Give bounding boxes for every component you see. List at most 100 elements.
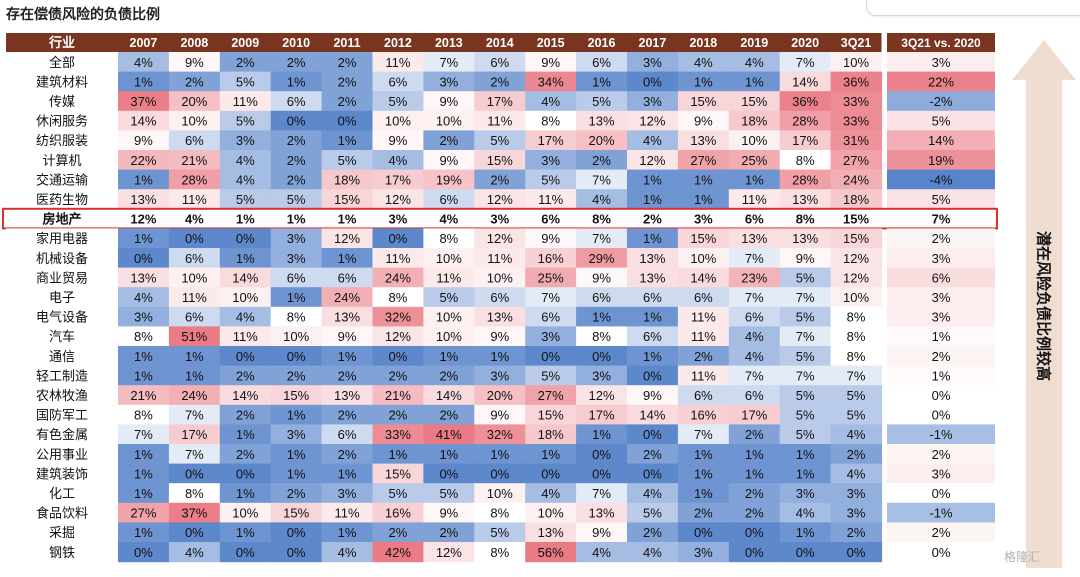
- heatmap-cell: [830, 52, 883, 73]
- heatmap-cell: [677, 502, 730, 523]
- cell-value: 6%: [287, 94, 306, 109]
- cell-value: 10%: [843, 55, 869, 70]
- heatmap-cell: [423, 326, 475, 347]
- cell-value: 5%: [236, 192, 255, 207]
- heatmap-cell: [627, 248, 679, 269]
- cell-value: 36%: [792, 94, 818, 109]
- watermark: 格隆汇: [1004, 550, 1041, 564]
- cell-value: 9%: [694, 114, 713, 129]
- heatmap-cell: [118, 404, 170, 425]
- column-header: 2017: [639, 36, 667, 50]
- heatmap-cell: [779, 483, 832, 504]
- heatmap-cell: [321, 248, 374, 269]
- cell-value: 4%: [847, 427, 866, 442]
- heatmap-cell: [321, 52, 374, 73]
- heatmap-cell: [118, 502, 170, 523]
- heatmap-cell: [423, 208, 475, 229]
- heatmap-cell: [830, 326, 883, 347]
- cell-value: 6%: [338, 427, 357, 442]
- heatmap-cell: [525, 365, 577, 386]
- heatmap-cell: [728, 189, 781, 210]
- heatmap-cell: [525, 463, 577, 484]
- heatmap-cell: [474, 424, 526, 445]
- cell-value: 4%: [796, 506, 815, 521]
- heatmap-cell: [168, 326, 221, 347]
- row-label: 传媒: [49, 94, 75, 109]
- change-value: 0%: [932, 388, 951, 403]
- row-label-cell: [6, 228, 118, 248]
- heatmap-cell: [830, 208, 883, 229]
- heatmap-cell: [474, 502, 526, 523]
- cell-value: 5%: [541, 368, 560, 383]
- cell-value: 9%: [134, 133, 153, 148]
- heatmap-cell: [372, 385, 424, 406]
- heatmap-cell: [270, 91, 323, 112]
- row-label-cell: [6, 522, 118, 542]
- heatmap-cell: [423, 267, 475, 288]
- heatmap-cell: [270, 542, 323, 563]
- heatmap-cell: [168, 130, 221, 151]
- cell-value: 2%: [236, 408, 255, 423]
- cell-value: 4%: [643, 133, 662, 148]
- cell-value: 3%: [643, 94, 662, 109]
- cell-value: 12%: [639, 153, 665, 168]
- cell-value: 2%: [338, 74, 357, 89]
- cell-value: 37%: [130, 94, 156, 109]
- heatmap-cell: [168, 228, 221, 249]
- cell-value: 1%: [745, 172, 764, 187]
- heatmap-cell: [270, 463, 323, 484]
- heatmap-cell: [118, 522, 170, 543]
- row-label: 化工: [49, 486, 75, 501]
- heatmap-cell: [576, 189, 628, 210]
- cell-value: 1%: [796, 525, 815, 540]
- row-label: 轻工制造: [36, 368, 88, 383]
- heatmap-cell: [474, 169, 526, 190]
- change-cell: [887, 71, 995, 92]
- cell-value: 13%: [639, 270, 665, 285]
- cell-value: 13%: [792, 231, 818, 246]
- cell-value: 4%: [592, 545, 611, 560]
- row-label: 医药生物: [36, 192, 88, 207]
- cell-value: 9%: [541, 231, 560, 246]
- cell-value: 0%: [592, 447, 611, 462]
- change-column-header: 3Q21 vs. 2020: [901, 36, 981, 50]
- cell-value: 1%: [287, 408, 306, 423]
- cell-value: 13%: [792, 192, 818, 207]
- cell-value: 5%: [439, 486, 458, 501]
- cell-value: 10%: [843, 290, 869, 305]
- cell-value: 7%: [847, 368, 866, 383]
- cell-value: 5%: [490, 133, 509, 148]
- cell-value: 8%: [439, 231, 458, 246]
- row-label-cell: [6, 248, 118, 268]
- row-label-cell: [6, 326, 118, 346]
- heatmap-cell: [779, 326, 832, 347]
- heatmap-cell: [474, 522, 526, 543]
- heatmap-cell: [728, 150, 781, 171]
- side-arrow-label-box: 潜在风险负债比例较高: [1024, 156, 1064, 456]
- heatmap-cell: [677, 424, 730, 445]
- heatmap-cell: [576, 130, 628, 151]
- cell-value: 1%: [287, 447, 306, 462]
- heatmap-cell: [219, 208, 272, 229]
- cell-value: 7%: [134, 427, 153, 442]
- column-header: 2008: [180, 36, 208, 50]
- cell-value: 1%: [643, 349, 662, 364]
- heatmap-cell: [677, 463, 730, 484]
- cell-value: 6%: [389, 74, 408, 89]
- heatmap-cell: [576, 346, 628, 367]
- cell-value: 4%: [643, 486, 662, 501]
- cell-value: 11%: [436, 270, 461, 285]
- heatmap-cell: [321, 228, 374, 249]
- cell-value: 7%: [592, 172, 611, 187]
- change-cell: [887, 444, 995, 465]
- heatmap-cell: [168, 522, 221, 543]
- change-cell: [887, 483, 995, 504]
- cell-value: 2%: [643, 212, 662, 227]
- heatmap-cell: [525, 110, 577, 131]
- cell-value: 3%: [389, 212, 408, 227]
- heatmap-cell: [779, 189, 832, 210]
- cell-value: 14%: [232, 388, 258, 403]
- cell-value: 2%: [389, 368, 408, 383]
- cell-value: 3%: [847, 486, 866, 501]
- heatmap-cell: [779, 91, 832, 112]
